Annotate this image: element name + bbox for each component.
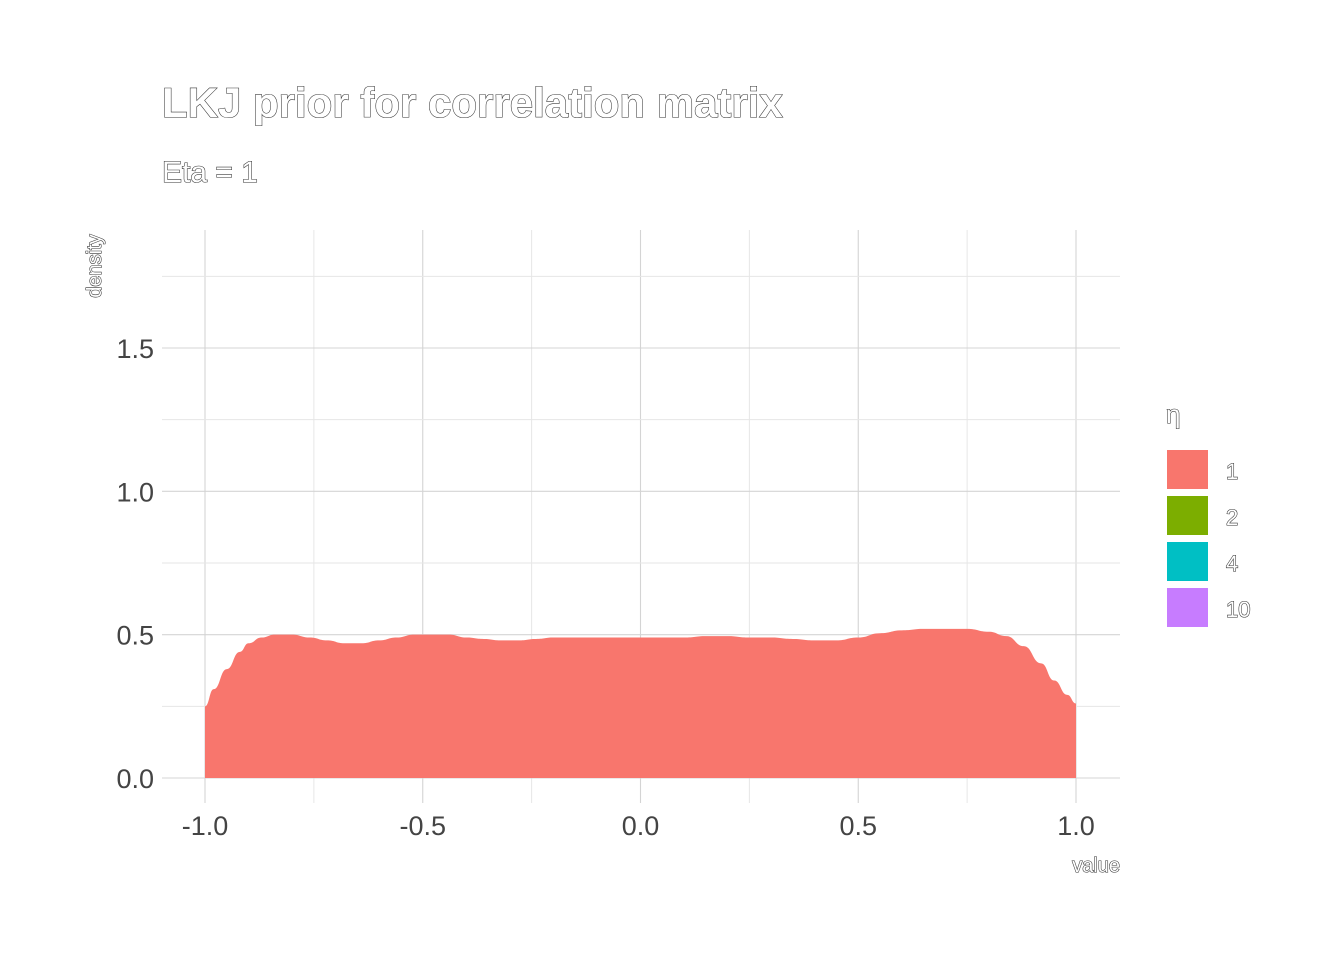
x-tick-label: 0.5 — [839, 811, 877, 841]
chart-title: LKJ prior for correlation matrix — [162, 79, 783, 126]
y-axis-title: density — [84, 234, 106, 297]
y-tick-label: 1.5 — [116, 334, 154, 364]
legend-label: 1 — [1226, 459, 1238, 484]
x-tick-label: 1.0 — [1057, 811, 1095, 841]
y-tick-label: 0.0 — [116, 764, 154, 794]
x-tick-label: -0.5 — [399, 811, 446, 841]
legend-swatch — [1167, 450, 1208, 489]
legend-swatch — [1167, 542, 1208, 581]
legend-items: 1 2 4 10 — [1167, 450, 1251, 627]
x-axis-title: value — [1072, 855, 1120, 877]
x-tick-labels: -1.0 -0.5 0.0 0.5 1.0 — [182, 811, 1095, 841]
x-tick-label: -1.0 — [182, 811, 229, 841]
series-layer — [205, 628, 1076, 778]
y-tick-label: 1.0 — [116, 477, 154, 507]
density-area-eta-1 — [205, 628, 1076, 778]
legend-swatch — [1167, 588, 1208, 627]
legend: η 1 2 4 10 — [1165, 398, 1251, 627]
x-tick-label: 0.0 — [622, 811, 660, 841]
legend-label: 2 — [1226, 505, 1238, 530]
legend-label: 10 — [1226, 597, 1250, 622]
chart-subtitle: Eta = 1 — [162, 156, 258, 189]
y-tick-label: 0.5 — [116, 621, 154, 651]
legend-label: 4 — [1226, 551, 1238, 576]
legend-swatch — [1167, 496, 1208, 535]
legend-title: η — [1166, 399, 1180, 429]
y-tick-labels: 0.0 0.5 1.0 1.5 — [116, 334, 154, 794]
